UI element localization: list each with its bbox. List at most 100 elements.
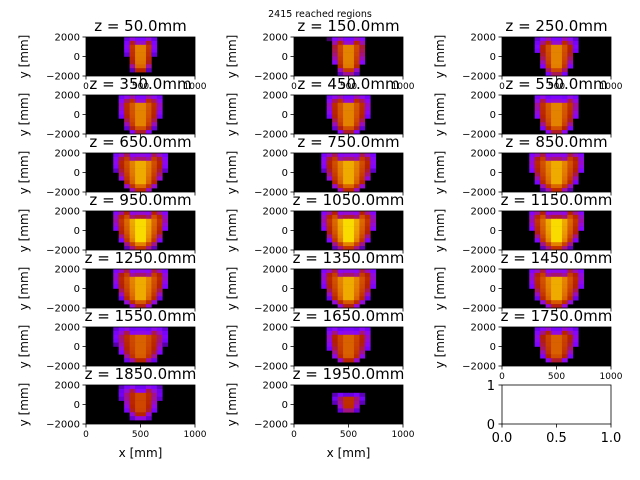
heatmap-cell [337,226,344,231]
heatmap-cell [135,288,141,293]
heatmap-cell [145,52,152,57]
y-tick-label: 0 [282,342,288,353]
heatmap-cell [561,72,568,77]
heatmap-cell [337,242,344,247]
y-tick-label: 0 [490,52,496,63]
heatmap-cell [151,292,158,297]
heatmap-cell [353,400,360,405]
heatmap-cell [162,284,169,289]
y-tick-label: 2000 [55,323,80,334]
heatmap-cell [326,160,333,165]
x-axis-label: x [mm] [327,446,371,460]
heatmap-cell [556,269,563,274]
y-tick-label: 2000 [263,149,288,160]
heatmap-cell [129,334,136,339]
heatmap-cell [561,226,568,231]
heatmap-cell [140,230,147,235]
heatmap-cell [129,164,136,169]
heatmap-cell [578,164,585,169]
heatmap-cell [353,284,360,289]
heatmap-cell [551,52,557,57]
heatmap-cell [551,276,557,281]
x-tick-label: 1.0 [601,431,622,446]
heatmap-cell [135,234,141,239]
heatmap-cell [556,354,563,359]
heatmap-cell [135,385,141,390]
heatmap-cell [364,346,371,351]
heatmap-cell [145,396,152,401]
heatmap-cell [353,292,360,297]
heatmap-cell [567,242,574,247]
heatmap-cell [326,284,333,289]
heatmap-cell [572,172,579,177]
heatmap-cell [140,172,147,177]
heatmap-cell [545,334,552,339]
heatmap-cell [321,160,327,165]
heatmap-cell [561,346,568,351]
heatmap-cell [529,160,535,165]
heatmap-cell [534,327,541,332]
x-tick-label: 0 [499,82,505,92]
heatmap-cell [113,330,119,336]
heatmap-cell [567,156,574,162]
heatmap-cell [129,404,136,409]
heatmap-cell [326,110,333,115]
heatmap-cell [332,269,338,274]
heatmap-cell [551,122,557,127]
heatmap-cell [348,176,355,181]
heatmap-cell [567,346,574,351]
heatmap-cell [124,164,130,169]
heatmap-cell [567,214,574,220]
heatmap-cell [551,180,557,185]
heatmap-cell [129,218,136,223]
heatmap-cell [540,234,546,239]
heatmap-cell [156,280,163,285]
heatmap-cell [545,95,552,100]
heatmap-cell [332,222,338,227]
heatmap-cell [156,164,163,169]
heatmap-cell [135,180,141,185]
heatmap-cell [534,95,541,100]
heatmap-cell [545,358,552,363]
heatmap-cell [140,304,147,309]
heatmap-cell [556,272,563,278]
heatmap-cell [561,44,568,49]
x-tick-label: 1000 [392,82,415,92]
heatmap-cell [151,222,158,227]
heatmap-cell [572,338,579,343]
heatmap-cell [145,172,152,177]
heatmap-cell [321,284,327,289]
heatmap-cell [326,222,333,227]
heatmap-cell [124,48,130,53]
heatmap-cell [326,95,333,100]
heatmap-cell [151,168,158,173]
heatmap-cell [534,48,541,53]
heatmap-cell [337,168,344,173]
heatmap-cell [145,68,152,73]
heatmap-cell [353,358,360,363]
heatmap-cell [321,214,327,220]
heatmap-cell [140,180,147,185]
heatmap-cell [129,296,136,301]
heatmap-cell [151,242,158,247]
heatmap-cell [561,164,568,169]
heatmap-cell [561,68,568,73]
heatmap-cell [364,160,371,165]
heatmap-cell [337,156,344,162]
heatmap-cell [551,188,557,193]
heatmap-cell [129,153,136,158]
heatmap-cell [359,354,366,359]
heatmap-cell [129,184,136,189]
heatmap-cell [135,396,141,401]
heatmap-cell [162,342,169,347]
heatmap-cell [332,172,338,177]
heatmap-cell [561,296,568,301]
heatmap-cell [572,334,579,339]
heatmap-cell [124,176,130,181]
heatmap-cell [135,296,141,301]
heatmap-cell [113,276,119,281]
y-tick-label: 0 [282,284,288,295]
heatmap-cell [370,160,377,165]
y-tick-label: −2000 [462,72,496,83]
